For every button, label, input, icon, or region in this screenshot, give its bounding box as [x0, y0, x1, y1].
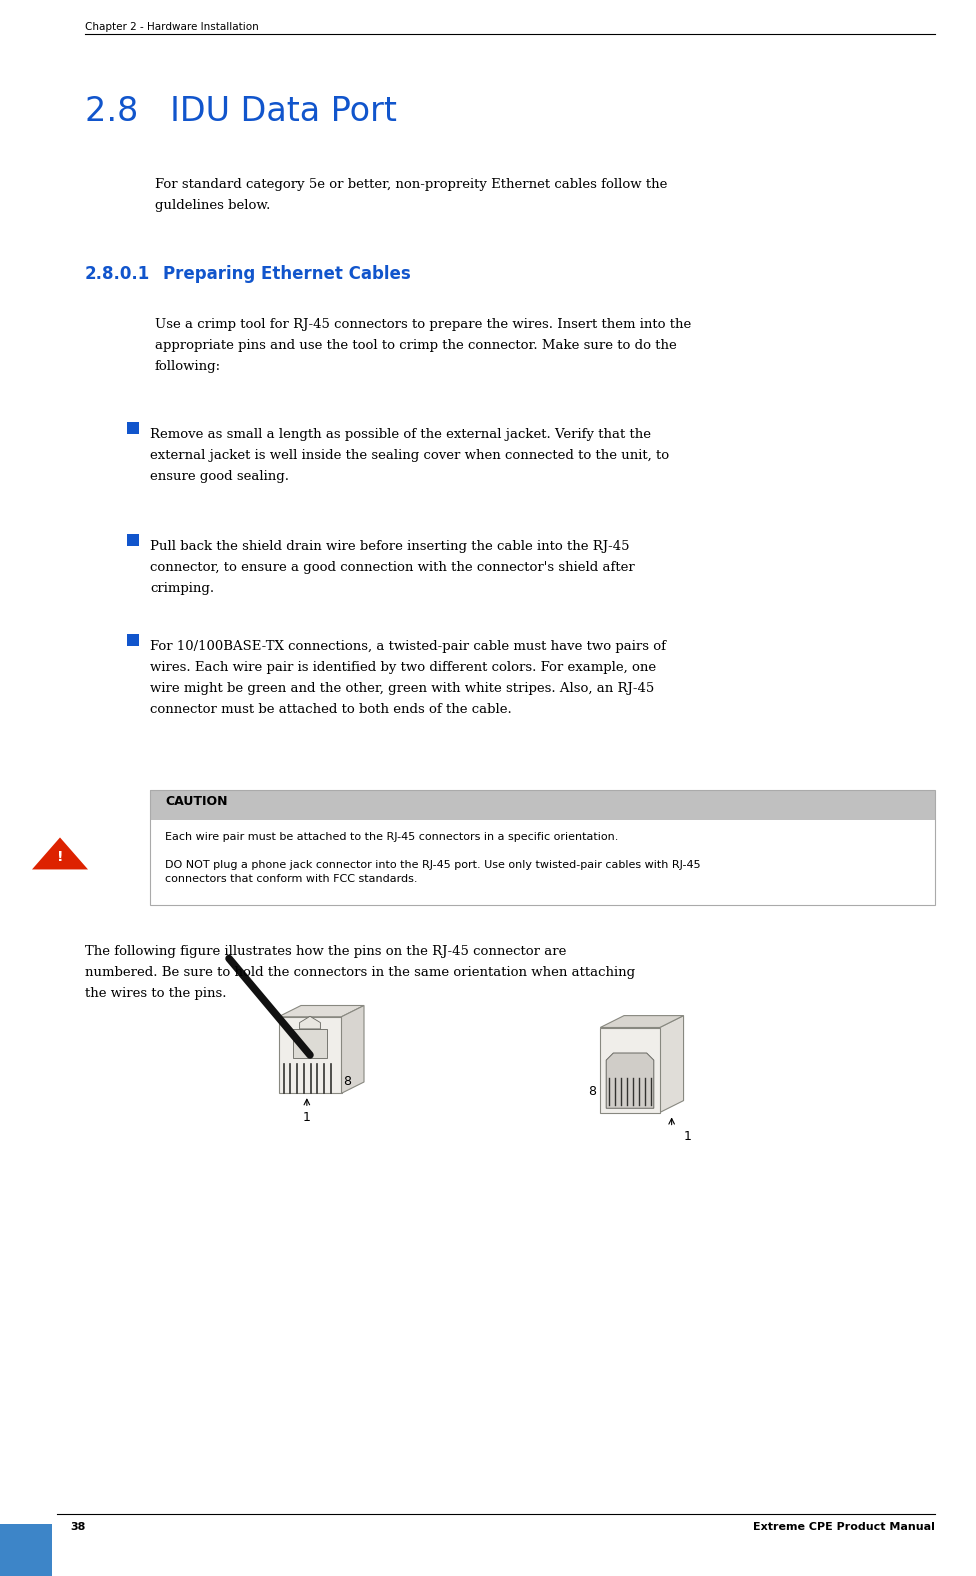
Text: Pull back the shield drain wire before inserting the cable into the RJ-45
connec: Pull back the shield drain wire before i… [150, 541, 634, 596]
Text: !: ! [57, 849, 63, 864]
Polygon shape [300, 1017, 320, 1029]
Text: CAUTION: CAUTION [165, 794, 227, 808]
Text: Each wire pair must be attached to the RJ-45 connectors in a specific orientatio: Each wire pair must be attached to the R… [165, 832, 619, 842]
Text: 2.8.0.1: 2.8.0.1 [85, 265, 150, 284]
Text: Chapter 2 - Hardware Installation: Chapter 2 - Hardware Installation [85, 22, 259, 32]
Text: DO NOT plug a phone jack connector into the RJ-45 port. Use only twisted-pair ca: DO NOT plug a phone jack connector into … [165, 860, 701, 884]
Polygon shape [600, 1015, 683, 1028]
Text: Preparing Ethernet Cables: Preparing Ethernet Cables [163, 265, 411, 284]
Text: For standard category 5e or better, non-propreity Ethernet cables follow the
gul: For standard category 5e or better, non-… [155, 178, 668, 213]
Text: For 10/100BASE-TX connections, a twisted-pair cable must have two pairs of
wires: For 10/100BASE-TX connections, a twisted… [150, 640, 666, 716]
Text: Use a crimp tool for RJ-45 connectors to prepare the wires. Insert them into the: Use a crimp tool for RJ-45 connectors to… [155, 318, 691, 374]
Polygon shape [278, 1005, 364, 1017]
Polygon shape [342, 1005, 364, 1094]
Text: The following figure illustrates how the pins on the RJ-45 connector are
numbere: The following figure illustrates how the… [85, 946, 635, 1001]
FancyBboxPatch shape [0, 1524, 52, 1576]
FancyBboxPatch shape [127, 634, 139, 646]
Polygon shape [606, 1053, 654, 1108]
Text: Extreme CPE Product Manual: Extreme CPE Product Manual [753, 1522, 935, 1532]
Polygon shape [278, 1017, 342, 1094]
Polygon shape [32, 837, 88, 870]
Text: 8: 8 [589, 1084, 596, 1098]
Text: 38: 38 [70, 1522, 85, 1532]
Text: Remove as small a length as possible of the external jacket. Verify that the
ext: Remove as small a length as possible of … [150, 429, 670, 482]
FancyBboxPatch shape [127, 534, 139, 545]
Text: 8: 8 [344, 1075, 351, 1089]
Polygon shape [600, 1028, 660, 1113]
FancyBboxPatch shape [293, 1029, 327, 1059]
Polygon shape [660, 1015, 683, 1113]
Text: 1: 1 [683, 1130, 691, 1144]
Text: 2.8   IDU Data Port: 2.8 IDU Data Port [85, 95, 397, 128]
FancyBboxPatch shape [150, 790, 935, 820]
FancyBboxPatch shape [127, 422, 139, 433]
Text: 1: 1 [303, 1111, 310, 1124]
